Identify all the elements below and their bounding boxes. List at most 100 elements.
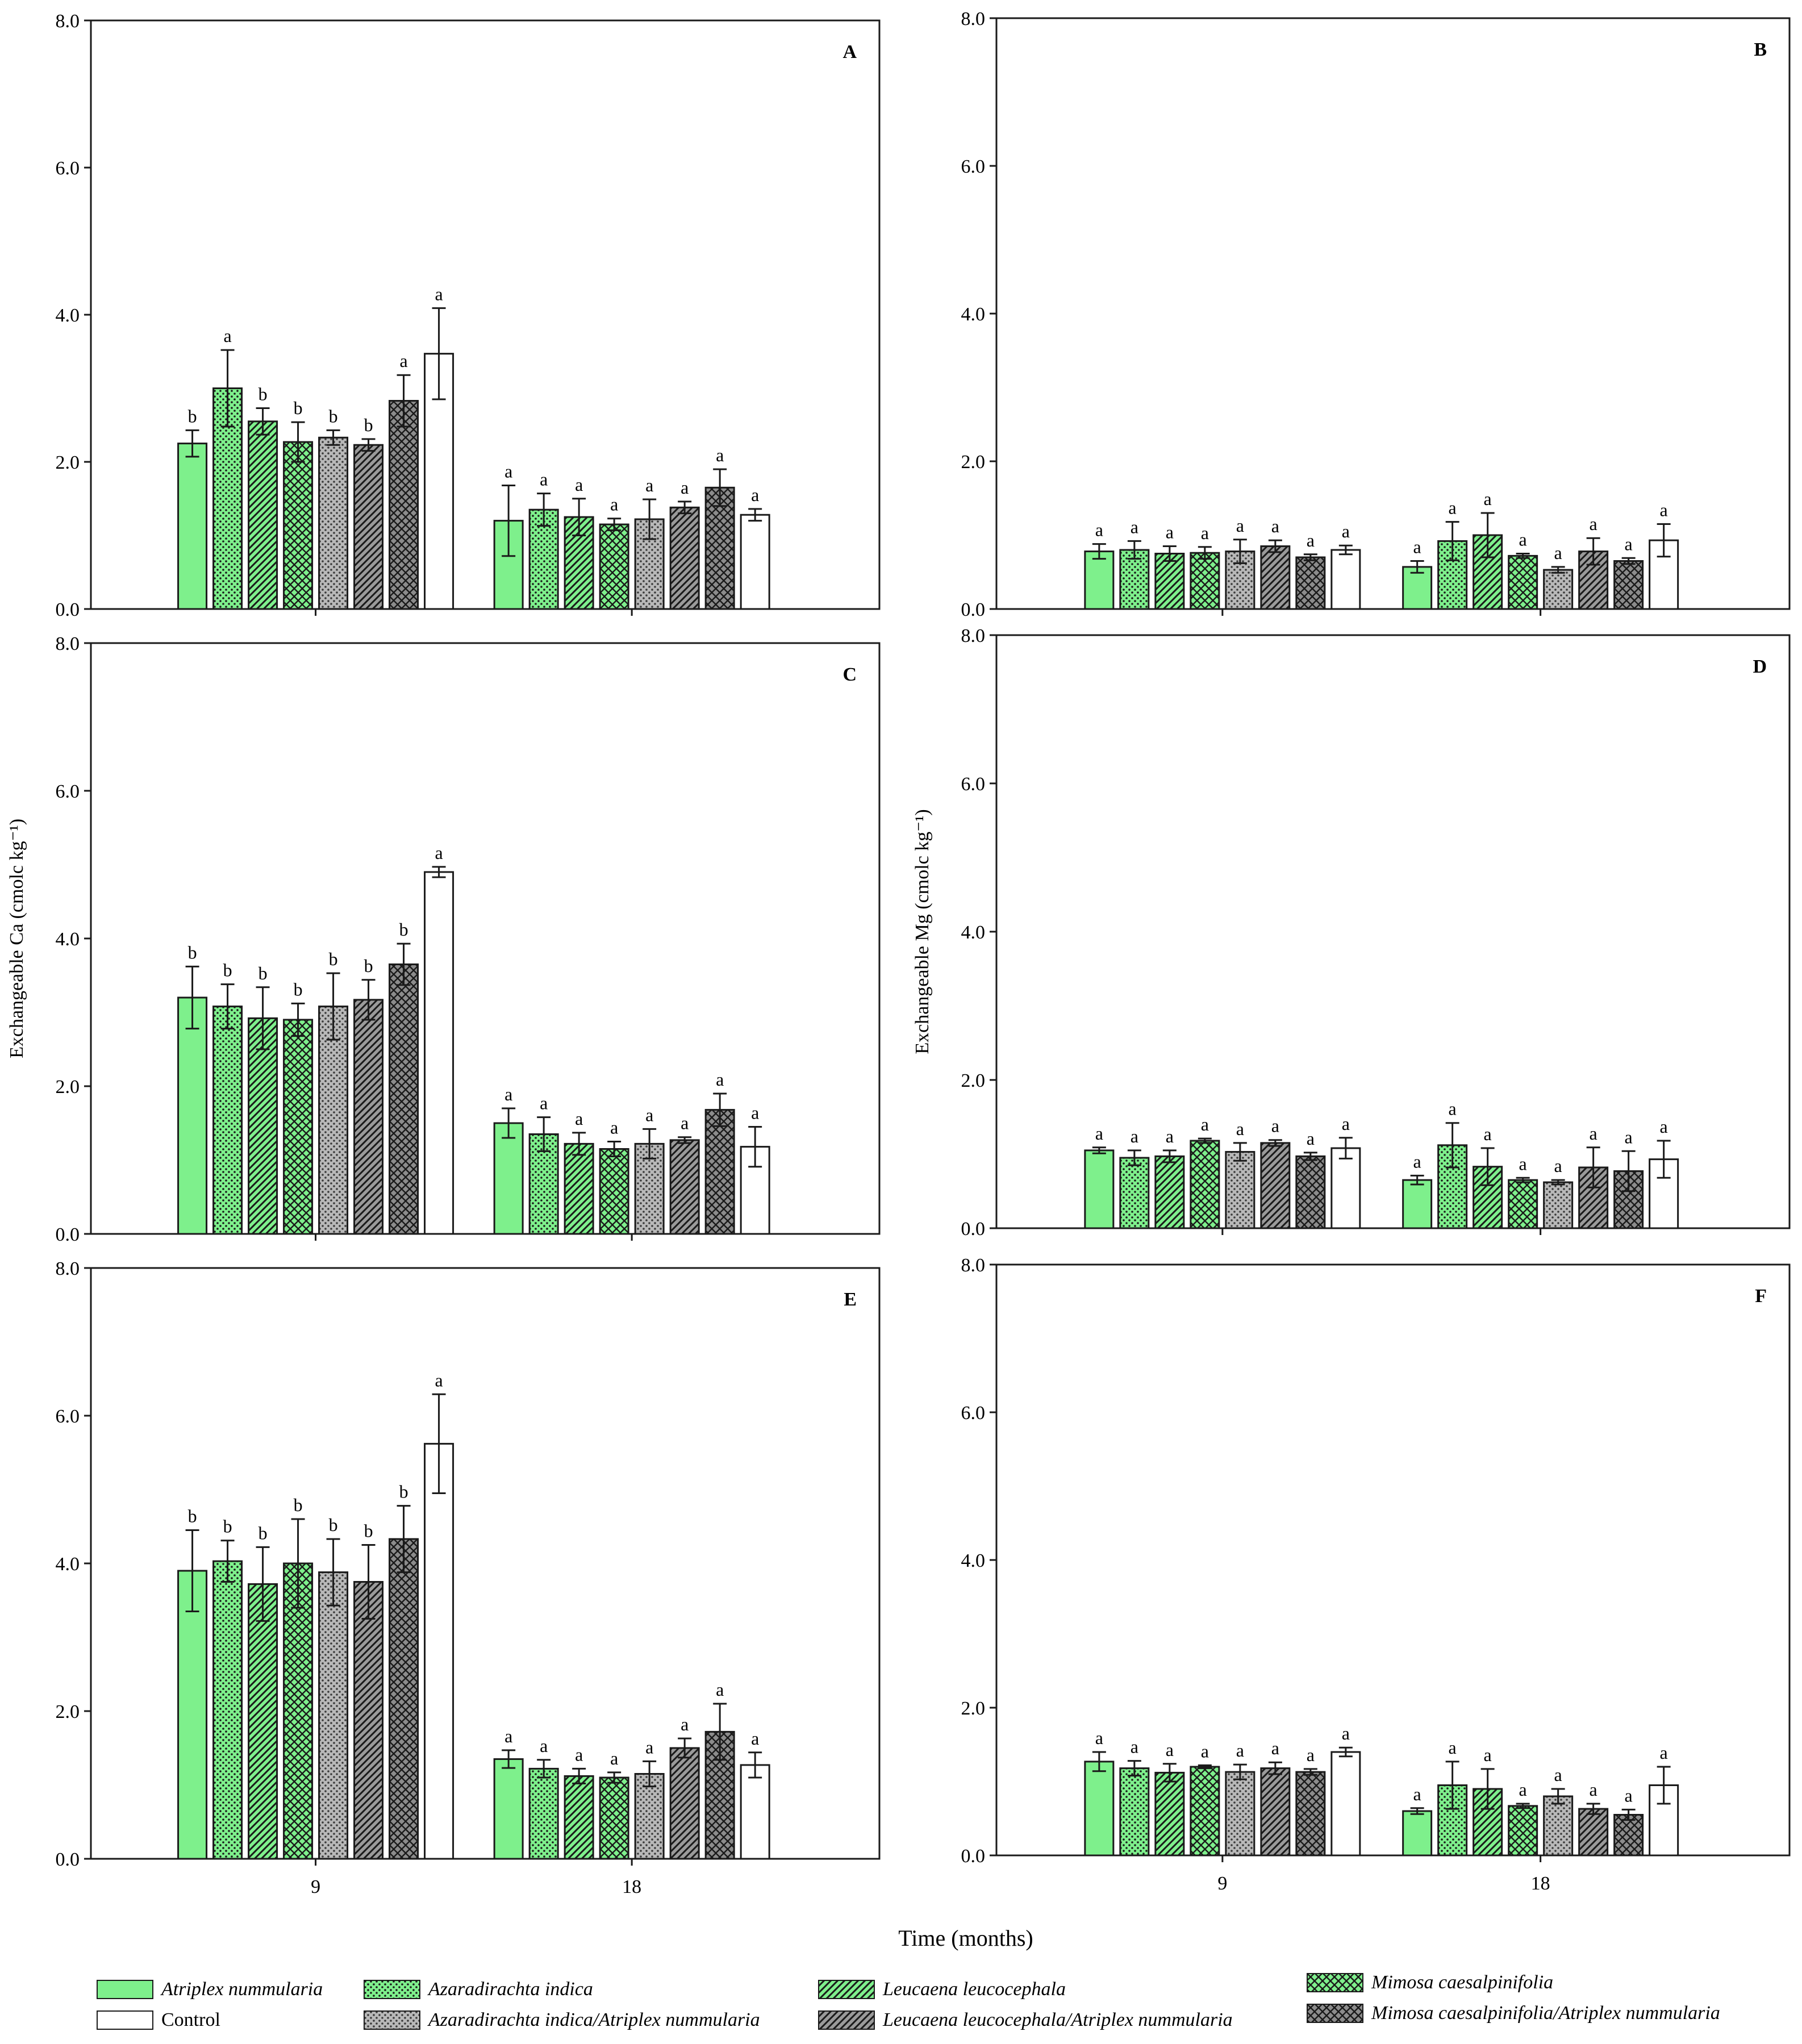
- bar: [599, 523, 629, 610]
- y-tick-label: 8.0: [56, 11, 80, 32]
- significance-letter: a: [1413, 1784, 1421, 1804]
- significance-letter: a: [1625, 1785, 1633, 1805]
- bar: [1154, 553, 1185, 610]
- legend-swatch-azaradirachta: [364, 1980, 420, 1999]
- bar: [669, 1747, 700, 1860]
- bar: [1613, 560, 1644, 610]
- significance-letter: a: [540, 1093, 548, 1113]
- bar: [248, 1583, 278, 1860]
- bar: [1295, 556, 1326, 610]
- bar: [1402, 566, 1433, 610]
- bar: [599, 1148, 629, 1235]
- chart-panel-e: 0.0 2.0 4.0 6.0 8.0 E 9 b b b b b b b a 18 a a a a a a a a: [56, 1258, 881, 1897]
- significance-letter: a: [1166, 1126, 1174, 1146]
- bar: [564, 1142, 594, 1235]
- significance-letter: a: [1201, 523, 1209, 543]
- bar: [1119, 1157, 1150, 1229]
- significance-letter: a: [435, 842, 443, 863]
- bar: [424, 1442, 454, 1860]
- legend-swatch-azaradirachta-atriplex: [364, 2010, 420, 2030]
- significance-letter: a: [1166, 522, 1174, 543]
- y-tick-label: 8.0: [56, 633, 80, 654]
- bar: [1508, 1179, 1538, 1229]
- significance-letter: a: [1307, 530, 1315, 550]
- bar: [1543, 1795, 1574, 1857]
- significance-letter: a: [1236, 1740, 1244, 1761]
- legend-item-azaradirachta: Azaradirachta indica: [364, 1977, 593, 2002]
- y-tick-label: 4.0: [56, 305, 80, 326]
- bar: [1260, 1767, 1291, 1857]
- y-tick-label: 8.0: [961, 1255, 986, 1276]
- significance-letter: a: [1519, 529, 1527, 550]
- legend-swatch-atriplex: [97, 1980, 153, 1999]
- significance-letter: a: [716, 445, 724, 465]
- significance-letter: a: [645, 1737, 653, 1757]
- y-tick-label: 6.0: [56, 781, 80, 802]
- bar: [740, 1146, 770, 1235]
- significance-letter: a: [610, 1748, 618, 1768]
- significance-letter: a: [435, 1370, 443, 1390]
- significance-letter: a: [610, 494, 618, 515]
- legend-item-atriplex: Atriplex nummularia: [97, 1977, 323, 2002]
- legend-swatch-mimosa-atriplex: [1307, 2004, 1363, 2023]
- x-tick-label: 18: [622, 1876, 641, 1897]
- significance-letter: b: [294, 398, 303, 418]
- significance-letter: a: [1307, 1745, 1315, 1765]
- significance-letter: a: [1554, 543, 1562, 563]
- legend-item-leucaena: Leucaena leucocephala: [818, 1977, 1066, 2002]
- bar: [177, 996, 208, 1235]
- y-tick-label: 0.0: [56, 1224, 80, 1245]
- bar: [1190, 1140, 1220, 1229]
- significance-letter: a: [1236, 515, 1244, 536]
- significance-letter: a: [1484, 1745, 1492, 1765]
- significance-letter: a: [1131, 516, 1138, 537]
- bar: [740, 514, 770, 610]
- x-tick-label: 18: [1531, 1873, 1550, 1894]
- bar: [1508, 1805, 1538, 1857]
- significance-letter: b: [329, 949, 338, 969]
- y-tick-label: 4.0: [961, 922, 986, 943]
- y-axis-title: Exchangeable Ca (cmolc kg⁻¹): [6, 819, 27, 1058]
- y-tick-label: 2.0: [961, 1070, 986, 1091]
- bar: [1330, 549, 1361, 610]
- significance-letter: a: [1519, 1779, 1527, 1800]
- significance-letter: a: [645, 475, 653, 495]
- significance-letter: a: [1413, 1151, 1421, 1171]
- significance-letter: a: [681, 477, 689, 498]
- bar: [283, 1562, 314, 1860]
- significance-letter: a: [1271, 1116, 1279, 1136]
- legend-label: Leucaena leucocephala: [883, 1979, 1066, 2000]
- y-axis-title: Exchangeable Mg (cmolc kg⁻¹): [912, 809, 933, 1054]
- y-tick-label: 0.0: [56, 599, 80, 620]
- legend-swatch-leucaena-atriplex: [818, 2010, 875, 2030]
- significance-letter: a: [504, 1084, 512, 1104]
- legend-label: Atriplex nummularia: [161, 1979, 323, 2000]
- panel-label: A: [842, 41, 857, 62]
- bar: [353, 444, 384, 610]
- x-tick-label: 9: [311, 1876, 320, 1897]
- legend-item-azaradirachta-atriplex: Azaradirachta indica/Atriplex nummularia: [364, 2008, 760, 2033]
- significance-letter: a: [1131, 1126, 1138, 1146]
- significance-letter: a: [1660, 1116, 1668, 1137]
- bar: [669, 1139, 700, 1235]
- significance-letter: a: [1625, 533, 1633, 554]
- significance-letter: a: [751, 1728, 759, 1749]
- bar: [212, 1560, 243, 1860]
- bar: [318, 1006, 349, 1235]
- bar: [704, 1109, 735, 1235]
- x-axis-title: Time (months): [898, 1925, 1033, 1951]
- bar: [1402, 1179, 1433, 1229]
- bar: [1295, 1771, 1326, 1857]
- bar: [528, 1767, 559, 1860]
- significance-letter: a: [1095, 1123, 1103, 1144]
- significance-letter: a: [575, 1744, 583, 1764]
- significance-letter: a: [1201, 1741, 1209, 1761]
- significance-letter: a: [1236, 1119, 1244, 1139]
- y-tick-label: 2.0: [56, 1077, 80, 1098]
- y-tick-label: 2.0: [56, 452, 80, 473]
- y-tick-label: 0.0: [961, 1846, 986, 1867]
- bar: [248, 1017, 278, 1235]
- significance-letter: a: [1590, 514, 1597, 534]
- significance-letter: b: [223, 960, 232, 981]
- significance-letter: a: [681, 1113, 689, 1133]
